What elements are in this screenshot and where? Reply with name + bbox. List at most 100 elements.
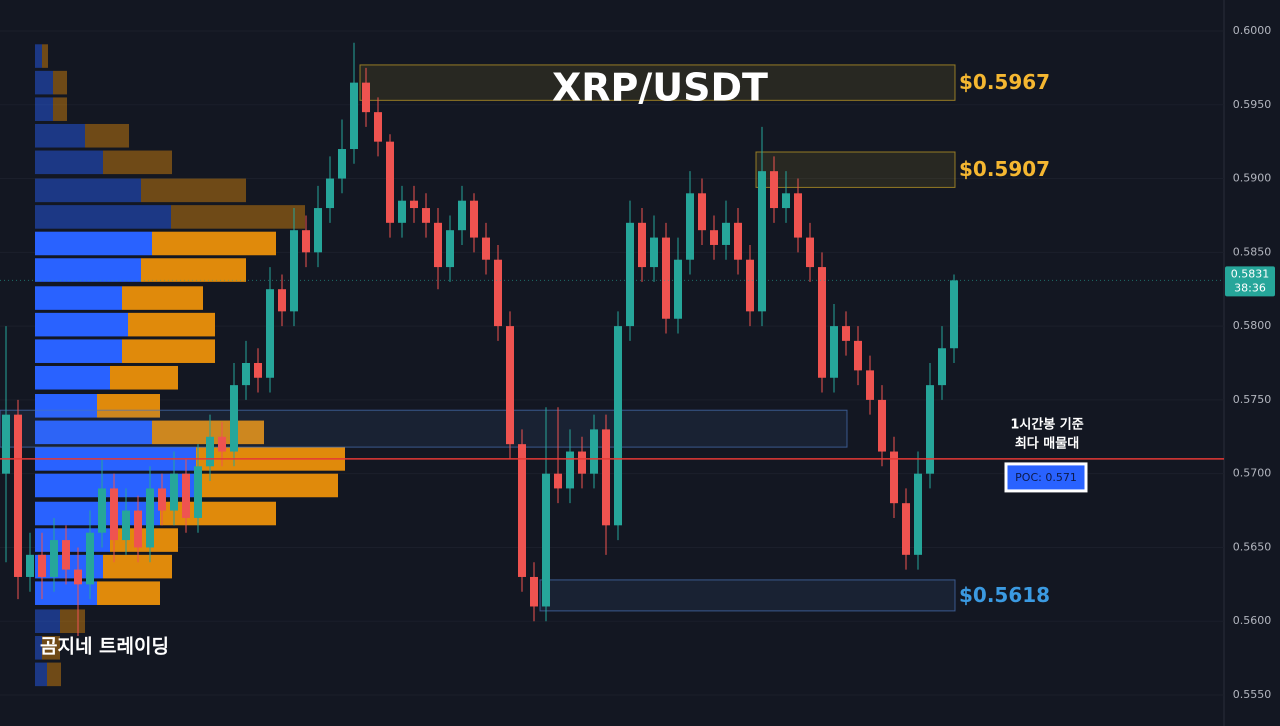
- candle-body: [530, 576, 538, 607]
- profile-buy-bar: [35, 420, 152, 445]
- zone-box: [359, 64, 956, 101]
- zone-box: [0, 409, 848, 448]
- candle-body: [134, 510, 142, 548]
- last-price-label: 0.5831: [1231, 267, 1270, 280]
- profile-sell-bar: [141, 178, 246, 203]
- annotation: 1시간봉 기준: [1010, 417, 1083, 433]
- candle-body: [74, 569, 82, 585]
- y-tick-label: 0.6000: [1233, 24, 1272, 37]
- candle-body: [374, 112, 382, 142]
- candle-body: [566, 451, 574, 489]
- profile-buy-bar: [35, 636, 42, 660]
- candle-body: [770, 171, 778, 209]
- profile-buy-bar: [35, 44, 42, 68]
- profile-sell-bar: [110, 365, 178, 390]
- candle-body: [434, 222, 442, 268]
- annotation: 최다 매물대: [1015, 436, 1079, 452]
- profile-sell-bar: [42, 636, 60, 660]
- candle-body: [914, 473, 922, 555]
- profile-buy-bar: [35, 70, 53, 95]
- candle-body: [794, 193, 802, 238]
- candle-body: [554, 473, 562, 489]
- profile-sell-bar: [152, 231, 276, 256]
- y-tick-label: 0.5650: [1233, 540, 1272, 553]
- profile-sell-bar: [85, 123, 129, 148]
- candle-body: [818, 267, 826, 378]
- candle-body: [782, 193, 790, 209]
- candle-body: [218, 436, 226, 452]
- y-tick-label: 0.5700: [1233, 467, 1272, 480]
- candle-body: [578, 451, 586, 474]
- candle-body: [170, 473, 178, 511]
- candle-body: [26, 554, 34, 577]
- y-tick-label: 0.5900: [1233, 172, 1272, 185]
- profile-buy-bar: [35, 394, 97, 418]
- candle-body: [182, 473, 190, 518]
- candle-body: [62, 540, 70, 570]
- candle-body: [446, 230, 454, 268]
- candle-body: [758, 171, 766, 312]
- watermark: 곰지네 트레이딩: [40, 636, 169, 658]
- y-tick-label: 0.5550: [1233, 688, 1272, 701]
- candle-body: [50, 540, 58, 577]
- profile-buy-bar: [35, 97, 53, 121]
- profile-sell-bar: [53, 70, 67, 95]
- candle-body: [626, 222, 634, 327]
- profile-buy-bar: [35, 205, 171, 229]
- candle-body: [638, 222, 646, 268]
- candle-body: [98, 488, 106, 533]
- profile-sell-bar: [53, 97, 67, 121]
- candle-body: [650, 237, 658, 268]
- candle-body: [590, 429, 598, 474]
- profile-buy-bar: [35, 231, 152, 256]
- profile-sell-bar: [122, 286, 203, 310]
- profile-sell-bar: [171, 205, 305, 229]
- profile-sell-bar: [47, 662, 61, 687]
- candle-body: [926, 385, 934, 474]
- candle-body: [746, 259, 754, 312]
- zone-box: [755, 151, 956, 188]
- zone-label: $0.5967: [959, 70, 1050, 94]
- candle-body: [470, 200, 478, 238]
- candle-body: [422, 208, 430, 223]
- poc-label-box: [1004, 462, 1088, 493]
- candle-body: [674, 259, 682, 319]
- y-tick-label: 0.5800: [1233, 319, 1272, 332]
- candle-body: [842, 326, 850, 341]
- profile-sell-bar: [60, 609, 85, 634]
- candle-body: [194, 466, 202, 518]
- profile-sell-bar: [196, 473, 338, 498]
- candle-body: [494, 259, 502, 327]
- candle-body: [350, 82, 358, 150]
- profile-sell-bar: [141, 258, 246, 282]
- y-tick-label: 0.5750: [1233, 393, 1272, 406]
- candle-body: [710, 230, 718, 245]
- candle-body: [662, 237, 670, 319]
- profile-sell-bar: [122, 339, 215, 363]
- candle-body: [854, 340, 862, 371]
- profile-buy-bar: [35, 258, 141, 282]
- candle-body: [242, 363, 250, 386]
- profile-buy-bar: [35, 150, 103, 175]
- profile-buy-bar: [35, 473, 196, 498]
- profile-sell-bar: [42, 44, 48, 68]
- candle-body: [950, 280, 958, 349]
- candle-body: [686, 193, 694, 260]
- candle-body: [542, 473, 550, 607]
- candle-body: [110, 488, 118, 541]
- profile-buy-bar: [35, 339, 122, 363]
- last-price-box: [1225, 266, 1275, 297]
- candle-body: [266, 289, 274, 378]
- profile-buy-bar: [35, 609, 60, 634]
- profile-buy-bar: [35, 662, 47, 687]
- profile-buy-bar: [35, 123, 85, 148]
- candle-body: [230, 385, 238, 452]
- candle-body: [338, 149, 346, 179]
- y-tick-label: 0.5850: [1233, 245, 1272, 258]
- candle-body: [506, 326, 514, 445]
- candle-body: [602, 429, 610, 526]
- candle-body: [386, 141, 394, 223]
- profile-buy-bar: [35, 312, 128, 337]
